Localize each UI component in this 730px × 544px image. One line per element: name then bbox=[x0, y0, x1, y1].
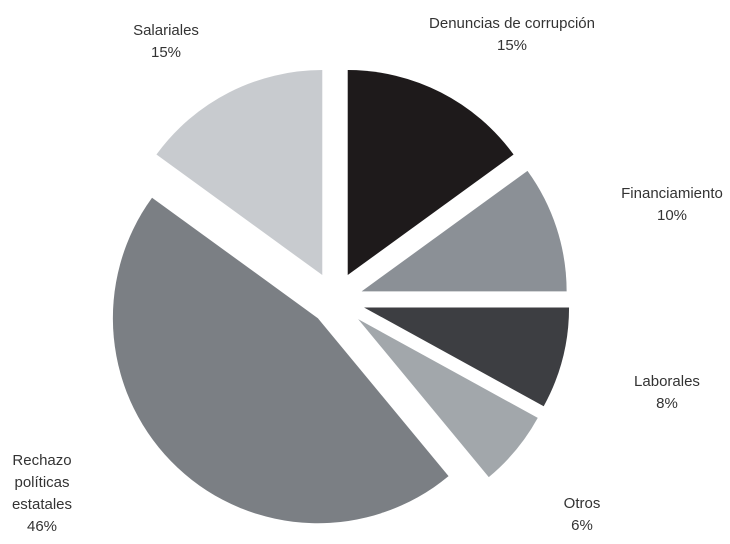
pie-slice bbox=[112, 197, 449, 524]
value-label: 10% bbox=[656, 207, 688, 224]
slice-label: Financiamiento 10% bbox=[621, 183, 723, 227]
slice-label: Laborales 8% bbox=[634, 371, 700, 415]
value-label: 15% bbox=[496, 37, 528, 54]
category-label: Otros bbox=[563, 495, 601, 512]
pie-slice bbox=[364, 307, 570, 407]
pie-slice bbox=[156, 70, 323, 276]
pie-slice bbox=[361, 170, 567, 292]
category-label: Financiamiento bbox=[621, 185, 723, 202]
value-label: 6% bbox=[571, 517, 593, 534]
pie-slice bbox=[358, 319, 538, 478]
category-label: Denuncias de corrupción bbox=[429, 15, 595, 32]
value-label: 8% bbox=[656, 395, 678, 412]
slice-label: Salariales 15% bbox=[133, 20, 199, 64]
value-label: 15% bbox=[150, 44, 182, 61]
category-label: Salariales bbox=[133, 22, 199, 39]
slice-label: Denuncias de corrupción 15% bbox=[429, 13, 595, 57]
category-label: Laborales bbox=[634, 373, 700, 390]
value-label: 46% bbox=[26, 518, 58, 535]
category-label: Rechazo políticas estatales bbox=[11, 452, 73, 513]
slice-label: Otros 6% bbox=[564, 493, 601, 537]
pie-slice bbox=[347, 70, 514, 276]
slice-label: Rechazo políticas estatales 46% bbox=[0, 450, 87, 538]
